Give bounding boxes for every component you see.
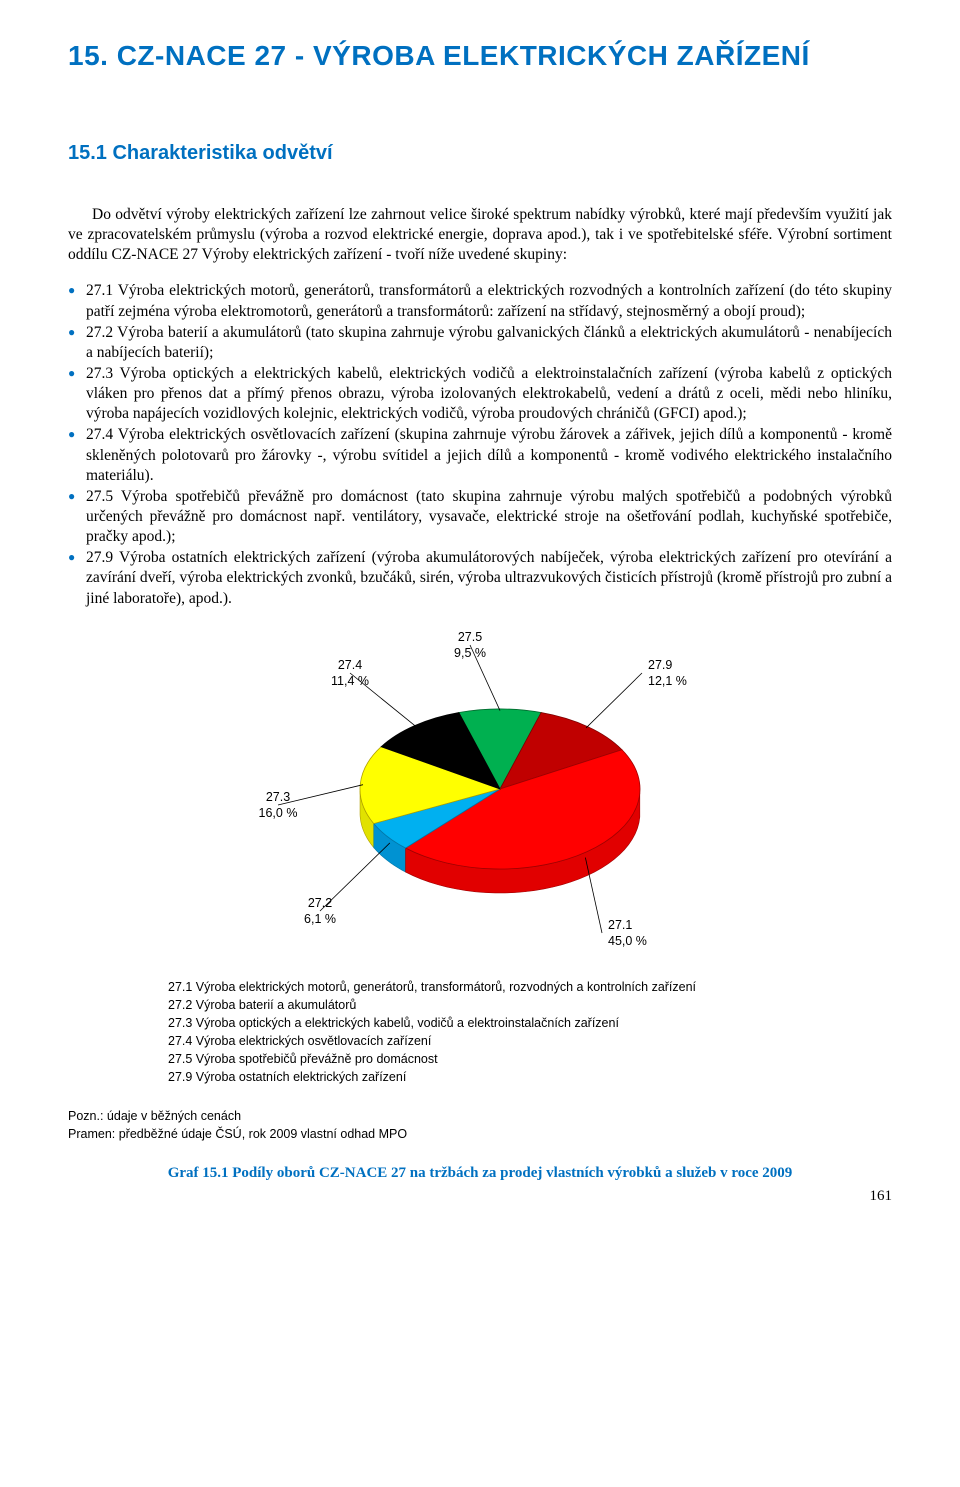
svg-text:16,0 %: 16,0 % xyxy=(259,806,298,820)
chart-legend: 27.1 Výroba elektrických motorů, generát… xyxy=(168,978,892,1087)
list-item: 27.5 Výroba spotřebičů převážně pro domá… xyxy=(68,487,892,547)
legend-item: 27.1 Výroba elektrických motorů, generát… xyxy=(168,978,892,996)
list-item: 27.4 Výroba elektrických osvětlovacích z… xyxy=(68,425,892,485)
legend-item: 27.2 Výroba baterií a akumulátorů xyxy=(168,996,892,1014)
list-item: 27.2 Výroba baterií a akumulátorů (tato … xyxy=(68,323,892,363)
note-line: Pramen: předběžné údaje ČSÚ, rok 2009 vl… xyxy=(68,1126,892,1144)
svg-text:27.5: 27.5 xyxy=(458,630,482,644)
svg-text:45,0 %: 45,0 % xyxy=(608,934,647,948)
legend-item: 27.3 Výroba optických a elektrických kab… xyxy=(168,1014,892,1032)
list-item: 27.1 Výroba elektrických motorů, generát… xyxy=(68,281,892,321)
svg-text:27.3: 27.3 xyxy=(266,790,290,804)
svg-text:9,5 %: 9,5 % xyxy=(454,646,486,660)
svg-text:27.2: 27.2 xyxy=(308,896,332,910)
pie-chart-svg: 27.5 9,5 % 27.9 12,1 % 27.1 45,0 % 27.2 6,1 % 27… xyxy=(200,629,760,959)
chart-notes: Pozn.: údaje v běžných cenách Pramen: př… xyxy=(68,1108,892,1143)
svg-text:6,1 %: 6,1 % xyxy=(304,912,336,926)
note-line: Pozn.: údaje v běžných cenách xyxy=(68,1108,892,1126)
list-item: 27.9 Výroba ostatních elektrických zaříz… xyxy=(68,548,892,608)
section-heading: 15.1 Charakteristika odvětví xyxy=(68,142,892,165)
svg-text:11,4 %: 11,4 % xyxy=(331,674,369,688)
page-title: 15. CZ-NACE 27 - VÝROBA ELEKTRICKÝCH ZAŘ… xyxy=(68,40,892,72)
chart-caption: Graf 15.1 Podíly oborů CZ-NACE 27 na trž… xyxy=(68,1165,892,1182)
intro-paragraph: Do odvětví výroby elektrických zařízení … xyxy=(68,205,892,265)
svg-text:27.4: 27.4 xyxy=(338,658,362,672)
subsection-list: 27.1 Výroba elektrických motorů, generát… xyxy=(68,281,892,608)
legend-item: 27.5 Výroba spotřebičů převážně pro domá… xyxy=(168,1050,892,1068)
legend-item: 27.9 Výroba ostatních elektrických zaříz… xyxy=(168,1068,892,1086)
svg-text:12,1 %: 12,1 % xyxy=(648,674,687,688)
page-number: 161 xyxy=(68,1188,892,1205)
svg-text:27.1: 27.1 xyxy=(608,918,632,932)
legend-item: 27.4 Výroba elektrických osvětlovacích z… xyxy=(168,1032,892,1050)
svg-text:27.9: 27.9 xyxy=(648,658,672,672)
list-item: 27.3 Výroba optických a elektrických kab… xyxy=(68,364,892,424)
pie-chart: 27.5 9,5 % 27.9 12,1 % 27.1 45,0 % 27.2 6,1 % 27… xyxy=(200,629,760,964)
